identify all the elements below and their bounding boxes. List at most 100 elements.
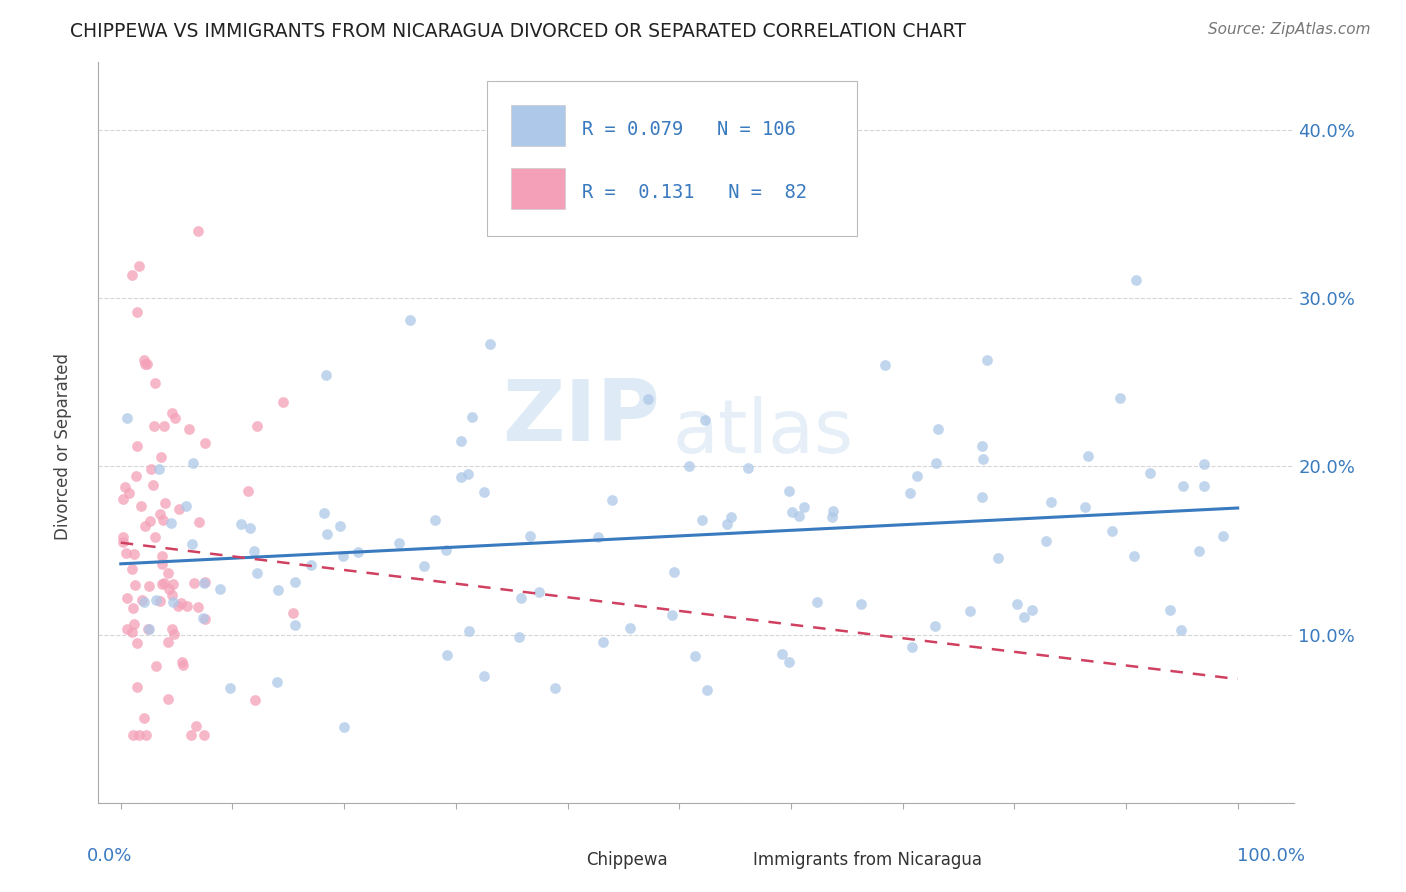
- Point: [160, 588, 183, 602]
- Point: [970, 439, 993, 453]
- Point: [972, 452, 994, 467]
- Point: [124, 616, 146, 631]
- Point: [720, 509, 742, 524]
- Point: [690, 513, 713, 527]
- Point: [434, 543, 457, 558]
- Point: [1021, 602, 1043, 616]
- Point: [1159, 603, 1181, 617]
- Point: [114, 546, 136, 560]
- Point: [806, 595, 828, 609]
- Point: [152, 513, 174, 527]
- Point: [959, 604, 981, 618]
- Point: [510, 591, 533, 605]
- Point: [193, 729, 215, 743]
- Point: [1188, 544, 1211, 558]
- Point: [136, 357, 159, 371]
- Point: [588, 531, 610, 545]
- Point: [194, 612, 217, 626]
- Text: Source: ZipAtlas.com: Source: ZipAtlas.com: [1208, 22, 1371, 37]
- Point: [716, 516, 738, 531]
- Point: [1012, 609, 1035, 624]
- Point: [128, 729, 150, 743]
- Point: [149, 508, 172, 522]
- Point: [592, 635, 614, 649]
- Point: [900, 640, 922, 654]
- Point: [180, 537, 202, 551]
- Point: [187, 224, 209, 238]
- Point: [153, 419, 176, 434]
- Point: [125, 636, 148, 650]
- Point: [156, 566, 179, 580]
- Point: [239, 520, 262, 534]
- Point: [316, 526, 339, 541]
- Point: [124, 469, 146, 483]
- Text: R =  0.131   N =  82: R = 0.131 N = 82: [582, 183, 807, 202]
- Point: [905, 468, 928, 483]
- Point: [124, 578, 146, 592]
- Point: [388, 535, 411, 549]
- Point: [898, 486, 921, 500]
- Point: [423, 513, 446, 527]
- Point: [347, 544, 370, 558]
- Point: [132, 353, 155, 368]
- Point: [184, 719, 207, 733]
- Bar: [510, 168, 565, 209]
- Point: [284, 618, 307, 632]
- Text: 0.0%: 0.0%: [87, 847, 132, 865]
- Point: [398, 313, 420, 327]
- Point: [246, 418, 269, 433]
- Point: [1170, 623, 1192, 637]
- Point: [157, 582, 180, 597]
- Point: [329, 518, 352, 533]
- Point: [114, 480, 136, 494]
- Text: 100.0%: 100.0%: [1237, 847, 1306, 865]
- Point: [117, 591, 139, 606]
- Point: [246, 566, 269, 581]
- Point: [167, 599, 190, 613]
- Point: [125, 680, 148, 694]
- Point: [177, 422, 200, 436]
- Point: [139, 514, 162, 528]
- Point: [267, 582, 290, 597]
- Bar: [553, 848, 579, 871]
- Point: [157, 691, 180, 706]
- Point: [138, 622, 160, 636]
- Text: R = 0.079   N = 106: R = 0.079 N = 106: [582, 120, 796, 139]
- Point: [457, 467, 479, 481]
- Point: [162, 577, 184, 591]
- Point: [508, 630, 530, 644]
- Point: [138, 579, 160, 593]
- Point: [266, 675, 288, 690]
- Text: CHIPPEWA VS IMMIGRANTS FROM NICARAGUA DIVORCED OR SEPARATED CORRELATION CHART: CHIPPEWA VS IMMIGRANTS FROM NICARAGUA DI…: [70, 22, 966, 41]
- Point: [519, 529, 541, 543]
- Point: [155, 495, 177, 509]
- Point: [143, 419, 166, 434]
- Point: [479, 336, 502, 351]
- Point: [273, 394, 295, 409]
- Point: [162, 406, 184, 420]
- Point: [193, 576, 215, 591]
- Point: [121, 268, 143, 282]
- Point: [111, 530, 134, 544]
- Point: [111, 492, 134, 507]
- Point: [778, 484, 800, 499]
- Text: Immigrants from Nicaragua: Immigrants from Nicaragua: [754, 851, 983, 869]
- Point: [619, 621, 641, 635]
- Point: [737, 461, 759, 475]
- Point: [112, 534, 135, 549]
- Point: [461, 409, 484, 424]
- Point: [163, 627, 186, 641]
- Point: [176, 599, 198, 613]
- Point: [121, 561, 143, 575]
- Point: [122, 601, 145, 615]
- Point: [693, 413, 716, 427]
- Point: [172, 655, 194, 669]
- Point: [134, 519, 156, 533]
- Point: [187, 599, 209, 614]
- Point: [156, 635, 179, 649]
- Point: [987, 550, 1010, 565]
- Point: [299, 558, 322, 573]
- Point: [661, 607, 683, 622]
- Point: [458, 624, 481, 638]
- Point: [873, 358, 896, 372]
